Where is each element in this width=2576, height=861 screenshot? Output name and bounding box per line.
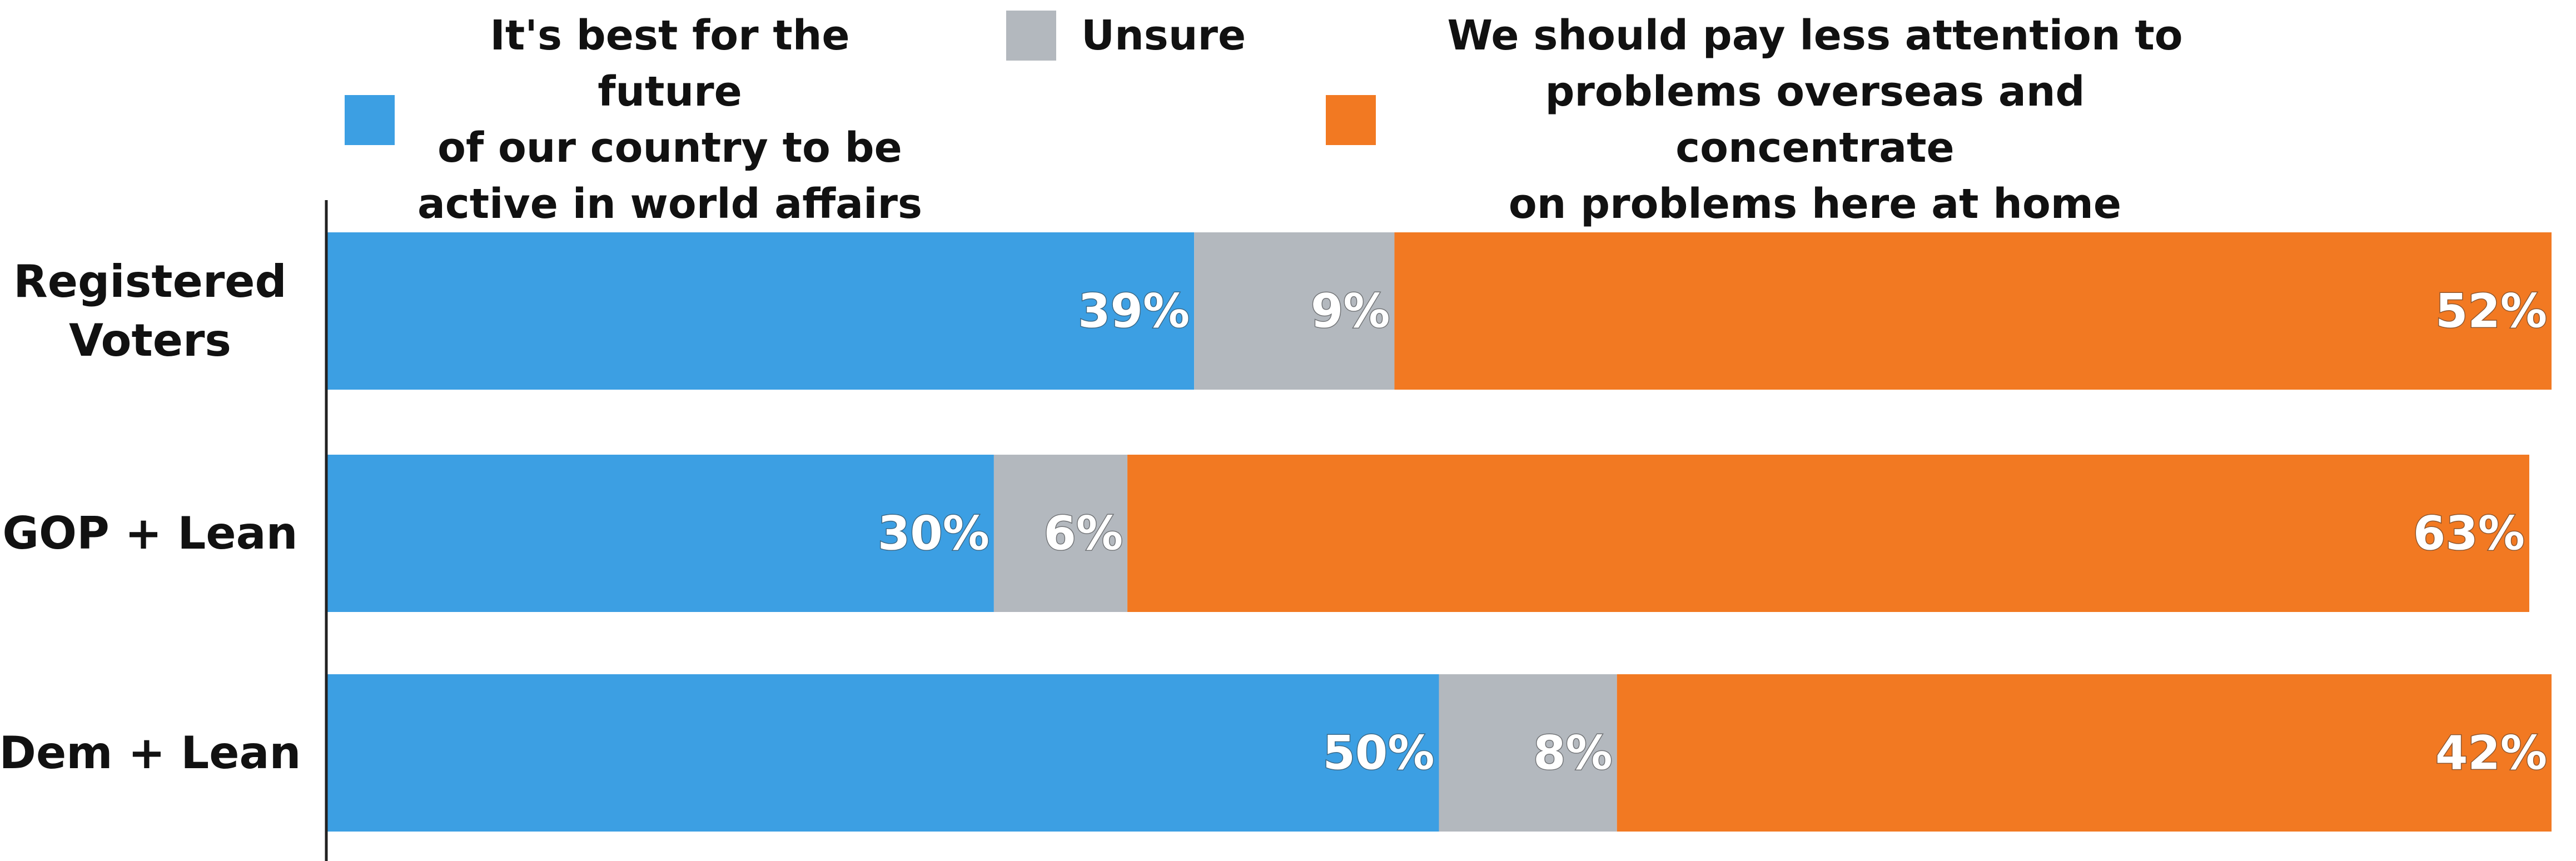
- data-label-home-0: 52%: [2435, 284, 2547, 339]
- category-label-2: Dem + Lean: [0, 727, 301, 779]
- category-label-0: Registered Voters: [13, 256, 287, 366]
- legend-label-problems-at-home: We should pay less attention to problems…: [1401, 8, 2229, 232]
- bar-segment-unsure-2: [1439, 674, 1617, 832]
- data-label-active-0: 39%: [1078, 284, 1190, 339]
- legend-label-unsure: Unsure: [1081, 8, 1246, 64]
- legend-label-active-world-affairs: It's best for the future of our country …: [411, 8, 928, 232]
- data-label-home-1: 63%: [2413, 506, 2525, 561]
- category-label-line: GOP + Lean: [2, 507, 297, 559]
- bar-segment-active-1: [326, 455, 994, 612]
- legend-swatch-unsure: [1006, 11, 1056, 61]
- category-label-group: Registered Voters GOP + Lean Dem + Lean: [0, 256, 301, 779]
- bar-segment-home-2: [1617, 674, 2552, 832]
- legend-label-line: We should pay less attention to: [1447, 12, 2183, 59]
- bar-segment-unsure-1: [993, 455, 1128, 612]
- legend-label-line: on problems here at home: [1508, 180, 2122, 228]
- legend-item-active-world-affairs: It's best for the future of our country …: [345, 8, 928, 232]
- bar-segment-home-1: [1127, 455, 2529, 612]
- legend-item-unsure: Unsure: [1006, 8, 1246, 64]
- bar-segment-active-0: [326, 232, 1195, 390]
- legend-item-problems-at-home: We should pay less attention to problems…: [1326, 8, 2229, 232]
- legend-label-line: active in world affairs: [417, 180, 923, 228]
- bar-segment-unsure-0: [1194, 232, 1395, 390]
- data-label-unsure-2: 8%: [1533, 726, 1613, 780]
- bar-group: [326, 232, 2552, 832]
- data-label-unsure-0: 9%: [1311, 284, 1390, 339]
- legend-swatch-active-world-affairs: [345, 95, 395, 145]
- data-label-active-1: 30%: [878, 506, 989, 561]
- data-label-home-2: 42%: [2435, 726, 2547, 780]
- legend-label-line: problems overseas and concentrate: [1545, 68, 2085, 172]
- value-label-group: 39% 9% 52% 30% 6% 63% 50% 8% 42%: [877, 283, 2548, 781]
- data-label-unsure-1: 6%: [1043, 506, 1123, 561]
- legend-label-line: It's best for the future: [490, 12, 850, 116]
- legend-label-line: of our country to be: [437, 124, 902, 172]
- category-label-line: Registered: [13, 256, 287, 307]
- data-label-active-2: 50%: [1322, 726, 1434, 780]
- bar-segment-home-0: [1394, 232, 2552, 390]
- bar-segment-active-2: [326, 674, 1439, 832]
- category-label-line: Dem + Lean: [0, 727, 301, 779]
- category-label-line: Voters: [69, 315, 231, 366]
- legend-label-line: Unsure: [1081, 12, 1246, 59]
- category-label-1: GOP + Lean: [2, 507, 297, 559]
- legend-swatch-problems-at-home: [1326, 95, 1376, 145]
